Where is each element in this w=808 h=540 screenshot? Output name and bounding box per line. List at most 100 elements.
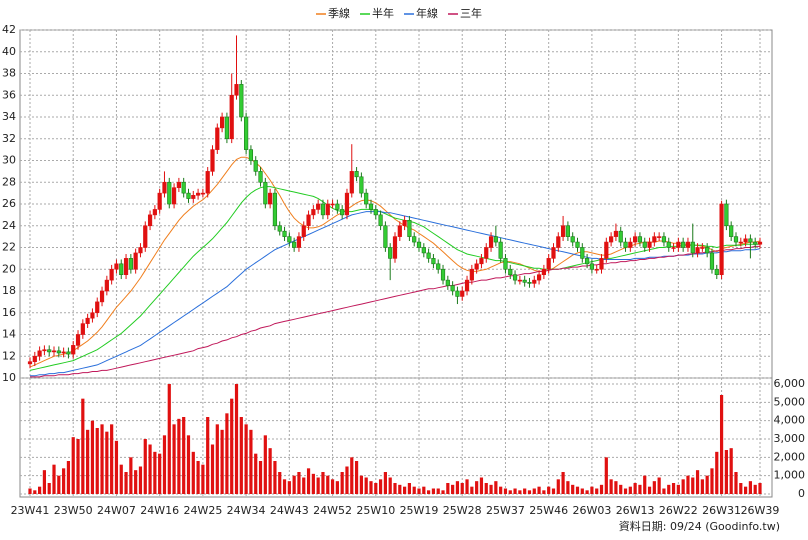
candle-body	[335, 203, 340, 210]
volume-bar	[311, 473, 315, 494]
y-tick-label: 42	[2, 23, 16, 36]
candle-body	[99, 290, 105, 303]
candle-body	[551, 247, 556, 259]
volume-bar	[191, 451, 195, 494]
volume-bar	[628, 486, 632, 494]
volume-bar	[230, 398, 234, 494]
volume-bar	[350, 457, 354, 494]
candle-body	[330, 203, 335, 206]
volume-bar	[604, 457, 608, 494]
volume-bar	[436, 488, 440, 494]
volume-bar	[134, 470, 138, 494]
legend-label: 季線	[328, 6, 350, 20]
volume-bar	[119, 464, 123, 494]
volume-bar	[42, 470, 47, 494]
candle-body	[320, 203, 326, 216]
candle-body	[143, 225, 148, 248]
volume-bar	[153, 451, 157, 494]
candle-body	[248, 149, 254, 161]
y-tick-label: 30	[2, 154, 16, 167]
candle-body	[637, 236, 643, 243]
candle-body	[493, 236, 498, 243]
candle-body	[354, 171, 359, 178]
volume-bar	[748, 481, 752, 494]
candle-body	[47, 349, 52, 353]
candle-body	[186, 192, 191, 199]
volume-bar	[306, 468, 311, 494]
volume-bar	[547, 486, 551, 494]
volume-bar	[758, 483, 762, 494]
candle-body	[743, 238, 748, 243]
candle-body	[268, 192, 273, 205]
ma-line	[29, 186, 760, 371]
candle-body	[66, 351, 71, 355]
candle-body	[109, 268, 114, 281]
volume-bar	[398, 484, 402, 494]
y-tick-label: 14	[2, 328, 16, 341]
candle-body	[623, 241, 628, 248]
volume-bar	[340, 472, 344, 494]
candle-body	[661, 236, 667, 243]
candle-body	[244, 116, 249, 150]
volume-bar	[652, 481, 656, 494]
volume-bar	[455, 481, 460, 494]
x-tick-label: 24W43	[270, 504, 309, 517]
candle-body	[421, 247, 426, 254]
legend-label: 半年	[372, 6, 394, 20]
candle-body	[565, 225, 570, 237]
volume-bar	[326, 475, 330, 494]
x-tick-label: 24W52	[313, 504, 352, 517]
candle-body	[450, 285, 455, 292]
candle-body	[392, 236, 398, 259]
candle-body	[80, 323, 85, 335]
volume-bar	[287, 481, 291, 494]
volume-bar	[143, 439, 147, 494]
volume-bar	[33, 490, 37, 494]
candle-body	[719, 203, 724, 275]
volume-bar	[460, 483, 464, 494]
y-tick-label: 16	[2, 306, 16, 319]
candle-body	[589, 263, 595, 270]
y2-tick-label: 3,000	[774, 432, 806, 445]
candle-body	[114, 263, 119, 270]
volume-bar	[388, 477, 392, 494]
volume-bar	[249, 429, 253, 494]
volume-bar	[105, 431, 109, 494]
x-tick-label: 26W31	[702, 504, 741, 517]
ma-line	[30, 211, 761, 377]
volume-bar	[599, 484, 604, 494]
volume-bar	[282, 479, 287, 494]
volume-bar	[614, 481, 618, 494]
candle-body	[594, 268, 599, 271]
volume-bar	[177, 418, 181, 494]
volume-bar	[124, 472, 128, 494]
volume-bar	[110, 424, 114, 494]
candle-body	[714, 268, 719, 275]
candle-body	[296, 236, 302, 248]
volume-bar	[196, 461, 200, 494]
candle-body	[522, 279, 527, 283]
candle-body	[200, 192, 205, 195]
candle-body	[681, 241, 686, 248]
volume-bar	[81, 398, 85, 494]
volume-bar	[753, 484, 757, 494]
volume-bar	[258, 461, 263, 494]
volume-bar	[302, 477, 306, 494]
x-tick-label: 23W41	[11, 504, 50, 517]
volume-bar	[292, 475, 296, 494]
candle-body	[585, 258, 590, 265]
candle-body	[738, 241, 743, 244]
candle-body	[560, 225, 566, 237]
candle-body	[724, 203, 729, 227]
candle-body	[517, 279, 522, 282]
volume-bar	[710, 468, 714, 494]
candle-body	[609, 236, 614, 243]
y2-tick-label: 0	[798, 487, 805, 500]
volume-bar	[52, 464, 56, 494]
y-tick-label: 28	[2, 175, 16, 188]
volume-bar	[513, 488, 517, 494]
volume-bar	[676, 484, 680, 494]
candle-body	[455, 290, 460, 297]
volume-bar	[441, 490, 445, 494]
candle-body	[340, 209, 345, 216]
